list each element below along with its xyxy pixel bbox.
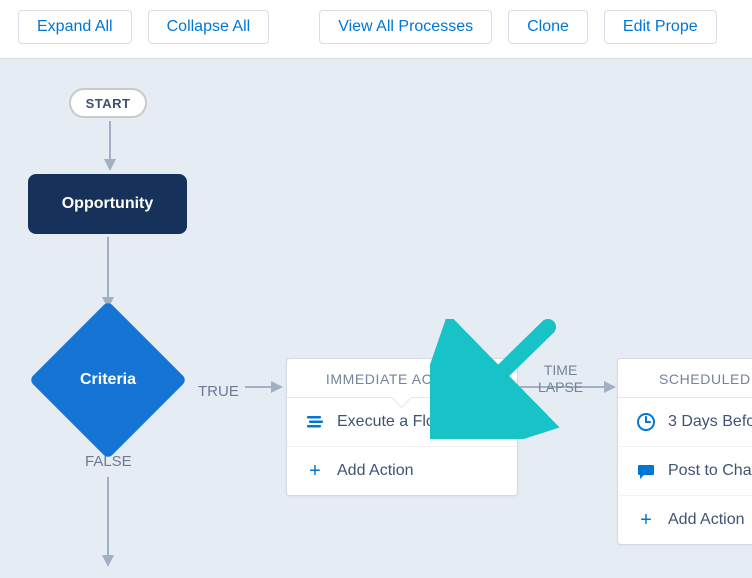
- scheduled-actions-panel: SCHEDULED AC 3 Days Before Post to Chatt…: [617, 358, 752, 545]
- action-label: 3 Days Before: [668, 413, 752, 431]
- arrow-true: [245, 381, 283, 393]
- arrow-false: [102, 477, 114, 567]
- start-node[interactable]: START: [69, 88, 147, 118]
- arrow-object-to-criteria: [102, 237, 114, 309]
- toolbar: Expand All Collapse All View All Process…: [0, 0, 752, 58]
- add-action-scheduled[interactable]: + Add Action: [618, 496, 752, 544]
- scheduled-actions-header: SCHEDULED AC: [618, 359, 752, 398]
- collapse-all-button[interactable]: Collapse All: [148, 10, 270, 44]
- object-node[interactable]: Opportunity: [28, 174, 187, 234]
- immediate-actions-panel: IMMEDIATE ACTIONS Execute a Flow + Add A…: [286, 358, 518, 496]
- process-canvas: START Opportunity Criteria TRUE FALSE I: [0, 58, 752, 578]
- arrow-start-to-object: [104, 121, 116, 171]
- plus-icon: +: [636, 510, 656, 530]
- expand-all-button[interactable]: Expand All: [18, 10, 132, 44]
- toolbar-spacer: [285, 10, 303, 44]
- edit-properties-button[interactable]: Edit Prope: [604, 10, 717, 44]
- time-lapse-label: TIME LAPSE: [538, 362, 583, 396]
- clock-icon: [636, 412, 656, 432]
- plus-icon: +: [305, 461, 325, 481]
- scheduled-action-post-chatter[interactable]: Post to Chatt: [618, 447, 752, 496]
- true-label: TRUE: [198, 383, 239, 400]
- action-label: Add Action: [337, 462, 414, 480]
- criteria-node[interactable]: Criteria: [28, 300, 188, 460]
- clone-button[interactable]: Clone: [508, 10, 588, 44]
- action-label: Post to Chatt: [668, 462, 752, 480]
- action-label: Execute a Flow: [337, 413, 446, 431]
- view-all-processes-button[interactable]: View All Processes: [319, 10, 492, 44]
- criteria-label: Criteria: [80, 371, 136, 389]
- false-label: FALSE: [85, 453, 132, 470]
- chat-icon: [636, 461, 656, 481]
- add-action-immediate[interactable]: + Add Action: [287, 447, 517, 495]
- object-label: Opportunity: [62, 195, 154, 213]
- flow-icon: [305, 412, 325, 432]
- scheduled-action-days-before[interactable]: 3 Days Before: [618, 398, 752, 447]
- action-label: Add Action: [668, 511, 745, 529]
- immediate-actions-header: IMMEDIATE ACTIONS: [287, 359, 517, 398]
- start-label: START: [86, 96, 131, 111]
